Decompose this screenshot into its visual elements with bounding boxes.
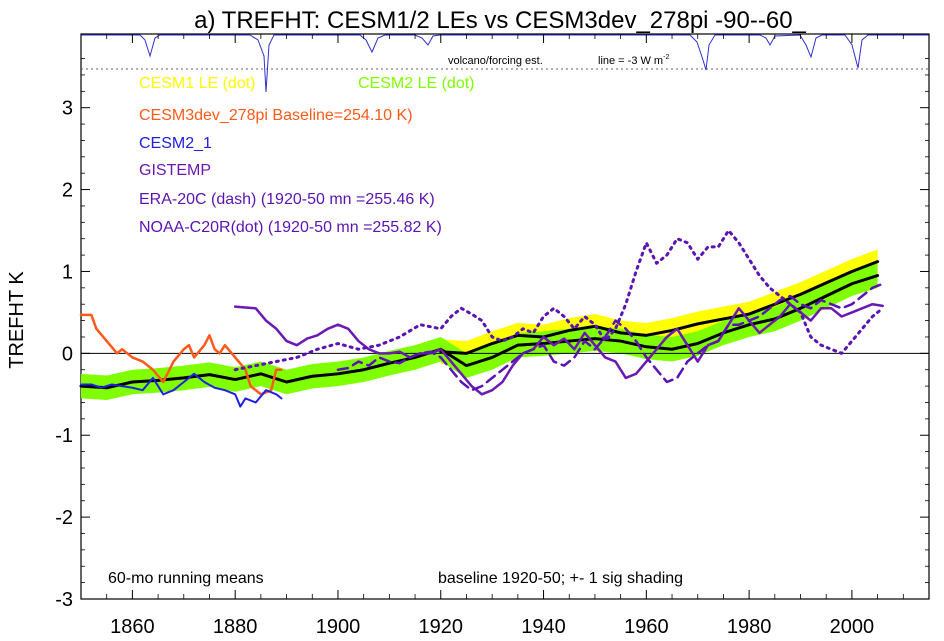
volcano-line-label: line = -3 W m-2	[598, 54, 669, 67]
legend-entry: CESM1 LE (dot)	[139, 75, 255, 92]
y-tick-label: 1	[62, 261, 73, 283]
x-tick-label: 1980	[727, 616, 772, 638]
legend-entry: CESM2 LE (dot)	[358, 75, 474, 92]
axes-layer: 1860 1880 1900 1920 1940 1960 1980 2000 -3 -2 -1 0 1…	[55, 34, 930, 638]
y-axis-label: TREFHT K	[6, 271, 28, 369]
y-tick-label: 2	[62, 180, 73, 202]
legend-entry: GISTEMP	[139, 162, 211, 179]
x-tick-label: 1960	[624, 616, 669, 638]
x-tick-label: 1920	[419, 616, 464, 638]
plot-frame	[80, 33, 930, 600]
legend-entry: CESM2_1	[139, 135, 212, 152]
series-noaa-c20r	[233, 229, 885, 372]
series-cesm3dev-278pi	[79, 313, 283, 396]
series-cesm2-le	[79, 274, 880, 390]
x-tick-label: 1900	[316, 616, 361, 638]
legend-entry: NOAA-C20R(dot) (1920-50 mn =255.82 K)	[139, 219, 442, 236]
x-tick-label: 1880	[213, 616, 258, 638]
chart-title: a) TREFHT: CESM1/2 LEs vs CESM3dev_278pi…	[194, 7, 806, 34]
y-tick-label: -2	[55, 507, 73, 529]
note-left: 60-mo running means	[108, 570, 264, 587]
x-tick-label: 1940	[521, 616, 566, 638]
band-cesm2-le	[81, 263, 878, 401]
series-gistemp	[233, 302, 884, 396]
series-era-20c	[336, 282, 884, 392]
volcano-label: volcano/forcing est.	[448, 55, 543, 67]
legend-entry: ERA-20C (dash) (1920-50 mn =255.46 K)	[139, 191, 435, 208]
legend-entry: CESM3dev_278pi Baseline=254.10 K)	[139, 107, 413, 124]
y-tick-label: -1	[55, 425, 73, 447]
series-cesm2-1	[80, 372, 283, 408]
y-tick-label: 0	[62, 343, 73, 365]
note-right: baseline 1920-50; +- 1 sig shading	[438, 570, 683, 587]
legend: CESM1 LE (dot) CESM2 LE (dot) CESM3dev_278…	[139, 75, 474, 236]
y-tick-label: -3	[55, 589, 73, 611]
y-tick-label: 3	[62, 98, 73, 120]
volcano-forcing-line	[81, 34, 929, 93]
x-tick-label: 2000	[830, 616, 875, 638]
x-tick-label: 1860	[110, 616, 155, 638]
series-layer	[79, 229, 885, 408]
